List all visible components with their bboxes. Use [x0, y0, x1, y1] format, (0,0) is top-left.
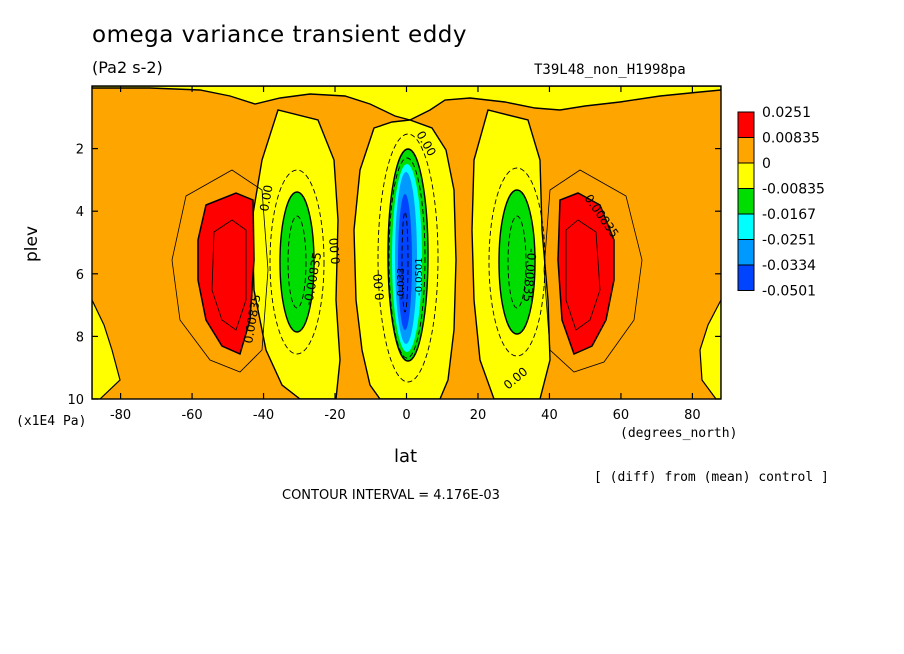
axis-ticks: -80 -60 -40 -20 0 20 40 60 80 2 4 6 8 10 — [67, 86, 721, 423]
legend-level-label: -0.0167 — [762, 207, 816, 223]
legend-swatch — [737, 188, 755, 215]
legend-swatch — [737, 239, 755, 266]
contour-dashed-north-inner — [507, 215, 527, 309]
x-axis-label: lat — [394, 446, 418, 467]
y-tick-label: 4 — [76, 205, 84, 220]
legend-level-label: -0.0334 — [762, 258, 816, 274]
field-north-green-cell — [498, 189, 536, 335]
x-tick-label: -20 — [324, 408, 345, 423]
color-legend: 0.0251 0.00835 0 -0.00835 -0.0167 -0.0251 -0.0… — [737, 105, 825, 300]
chart-units: (Pa2 s-2) — [92, 58, 163, 77]
legend-swatch — [737, 111, 755, 138]
contour-line-south-inner — [211, 219, 247, 331]
y-tick-label: 6 — [76, 268, 84, 283]
x-tick-label: -40 — [253, 408, 274, 423]
legend-swatch — [737, 264, 755, 291]
contour-dashed-central-inner — [401, 211, 409, 313]
difference-note: [ (diff) from (mean) control ] — [594, 470, 829, 485]
experiment-name: T39L48_non_H1998pa — [534, 62, 686, 78]
contour-field: 0.00 0.00 0.00 0.00 0.00 0.00835 0.00835… — [92, 86, 721, 399]
contour-label: -0.0501 — [414, 257, 425, 296]
legend-level-label: 0.00835 — [762, 131, 820, 147]
contour-label: -0.00835 — [520, 248, 539, 303]
legend-level-label: -0.0251 — [762, 233, 816, 249]
contour-line-north-outer — [543, 169, 643, 373]
contour-label: 0.00 — [327, 237, 343, 265]
y-axis-label: plev — [22, 225, 42, 262]
field-left-yellow-patch — [92, 299, 121, 399]
contour-dashed-north-outer — [488, 167, 546, 357]
x-tick-label: 0 — [402, 408, 410, 423]
field-south-green-cell — [279, 191, 315, 333]
x-tick-label: 80 — [684, 408, 701, 423]
contour-dashed-central-outer — [377, 133, 439, 383]
field-central-deep-blue-core — [398, 194, 412, 330]
legend-swatch — [737, 213, 755, 240]
contour-dashed-south-outer — [269, 169, 325, 355]
legend-level-label: 0.0251 — [762, 105, 811, 121]
contour-dashed-central-mid — [388, 157, 426, 359]
field-top-yellow-band — [92, 86, 721, 121]
dashed-negative-contours — [269, 133, 546, 383]
contour-line-north-inner — [565, 219, 601, 331]
x-tick-label: -60 — [181, 408, 202, 423]
field-north-red-maximum — [557, 192, 615, 356]
y-tick-label: 2 — [76, 143, 84, 158]
y-tick-label: 10 — [67, 393, 84, 408]
contour-label: 0.00 — [257, 184, 275, 213]
x-axis-unit: (degrees_north) — [620, 426, 738, 441]
contour-dashed-south-inner — [287, 215, 307, 309]
y-tick-label: 8 — [76, 330, 84, 345]
legend-level-label: 0 — [762, 156, 771, 172]
legend-swatch — [737, 162, 755, 189]
x-tick-label: -80 — [110, 408, 131, 423]
x-tick-label: 60 — [613, 408, 630, 423]
contour-interval: CONTOUR INTERVAL = 4.176E-03 — [282, 488, 500, 503]
chart-title: omega variance transient eddy — [92, 22, 467, 48]
legend-level-label: -0.00835 — [762, 182, 825, 198]
x-tick-label: 20 — [470, 408, 487, 423]
x-tick-label: 40 — [541, 408, 558, 423]
legend-swatch — [737, 137, 755, 164]
legend-level-label: -0.0501 — [762, 284, 816, 300]
field-south-red-maximum — [197, 192, 255, 356]
field-right-yellow-patch — [699, 299, 721, 399]
contour-label: -0.033 — [396, 268, 407, 300]
contour-line-south-outer — [171, 169, 269, 373]
y-axis-unit: (x1E4 Pa) — [16, 414, 87, 429]
contour-label: 0.00 — [371, 273, 387, 301]
